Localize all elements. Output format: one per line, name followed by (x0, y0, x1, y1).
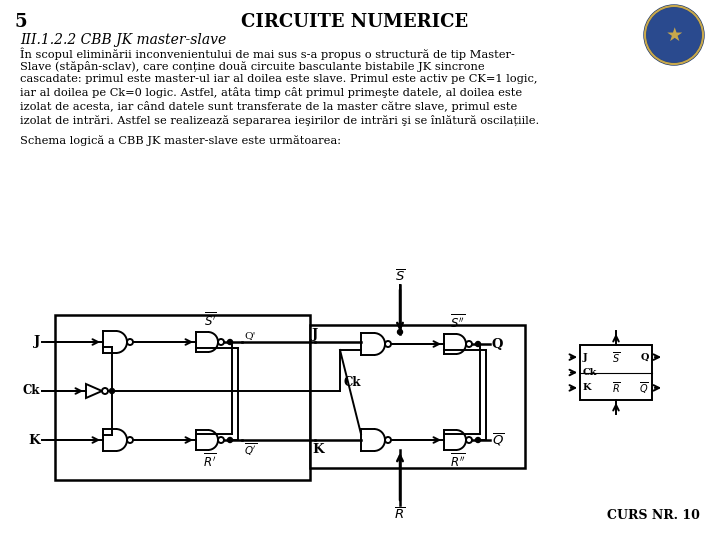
Text: Q: Q (492, 338, 503, 350)
Text: $\overline{S}$: $\overline{S}$ (395, 268, 405, 284)
Circle shape (109, 388, 114, 394)
FancyBboxPatch shape (55, 315, 310, 480)
Text: Ck: Ck (22, 384, 40, 397)
Text: $\overline{S}$: $\overline{S}$ (612, 350, 620, 364)
Text: Q': Q' (244, 331, 256, 340)
Text: $\overline{Q}$: $\overline{Q}$ (639, 380, 649, 396)
Text: $\overline{R}$: $\overline{R}$ (395, 507, 405, 522)
Circle shape (228, 437, 233, 442)
Text: cascadate: primul este master-ul iar al doilea este slave. Primul este activ pe : cascadate: primul este master-ul iar al … (20, 74, 538, 84)
Text: Schema logică a CBB JK master-slave este următoarea:: Schema logică a CBB JK master-slave este… (20, 135, 341, 146)
FancyBboxPatch shape (310, 325, 525, 468)
Text: izolat de acesta, iar când datele sunt transferate de la master către slave, pri: izolat de acesta, iar când datele sunt t… (20, 101, 517, 112)
Text: Ck: Ck (344, 376, 361, 389)
Text: Ck: Ck (583, 368, 598, 377)
Circle shape (475, 341, 480, 347)
Text: K: K (28, 434, 40, 447)
Text: $\overline{R''}$: $\overline{R''}$ (450, 453, 466, 470)
Text: 5: 5 (14, 13, 27, 31)
Text: izolat de intrări. Astfel se realizează separarea ieşirilor de intrări şi se înl: izolat de intrări. Astfel se realizează … (20, 114, 539, 126)
FancyBboxPatch shape (580, 345, 652, 400)
Circle shape (644, 5, 704, 65)
Text: $\overline{S''}$: $\overline{S''}$ (451, 314, 466, 331)
Circle shape (475, 437, 480, 442)
Text: $\overline{R}$: $\overline{R}$ (611, 381, 621, 395)
Text: CIRCUITE NUMERICE: CIRCUITE NUMERICE (241, 13, 469, 31)
Text: $\overline{S'}$: $\overline{S'}$ (204, 312, 217, 329)
Text: $\overline{Q}$: $\overline{Q}$ (492, 432, 505, 448)
Text: ★: ★ (665, 25, 683, 44)
Text: iar al doilea pe Ck=0 logic. Astfel, atâta timp cât primul primeşte datele, al d: iar al doilea pe Ck=0 logic. Astfel, atâ… (20, 87, 522, 98)
Circle shape (228, 340, 233, 345)
Text: Slave (stăpân-sclav), care conține două circuite basculante bistabile JK sincron: Slave (stăpân-sclav), care conține două … (20, 60, 485, 72)
Text: K: K (583, 383, 592, 393)
Circle shape (647, 8, 701, 62)
Text: J: J (583, 353, 588, 362)
Text: Q: Q (641, 353, 649, 362)
Text: $\overline{Q'}$: $\overline{Q'}$ (244, 442, 257, 458)
Text: III.1.2.2 CBB JK master-slave: III.1.2.2 CBB JK master-slave (20, 33, 226, 47)
Text: În scopul eliminării inconvenientului de mai sus s-a propus o structură de tip M: În scopul eliminării inconvenientului de… (20, 47, 515, 59)
Text: J: J (34, 335, 40, 348)
Text: $\overline{R'}$: $\overline{R'}$ (203, 453, 217, 470)
Text: K: K (312, 443, 323, 456)
Circle shape (397, 329, 402, 334)
Text: CURS NR. 10: CURS NR. 10 (607, 509, 700, 522)
Text: J: J (312, 328, 318, 341)
